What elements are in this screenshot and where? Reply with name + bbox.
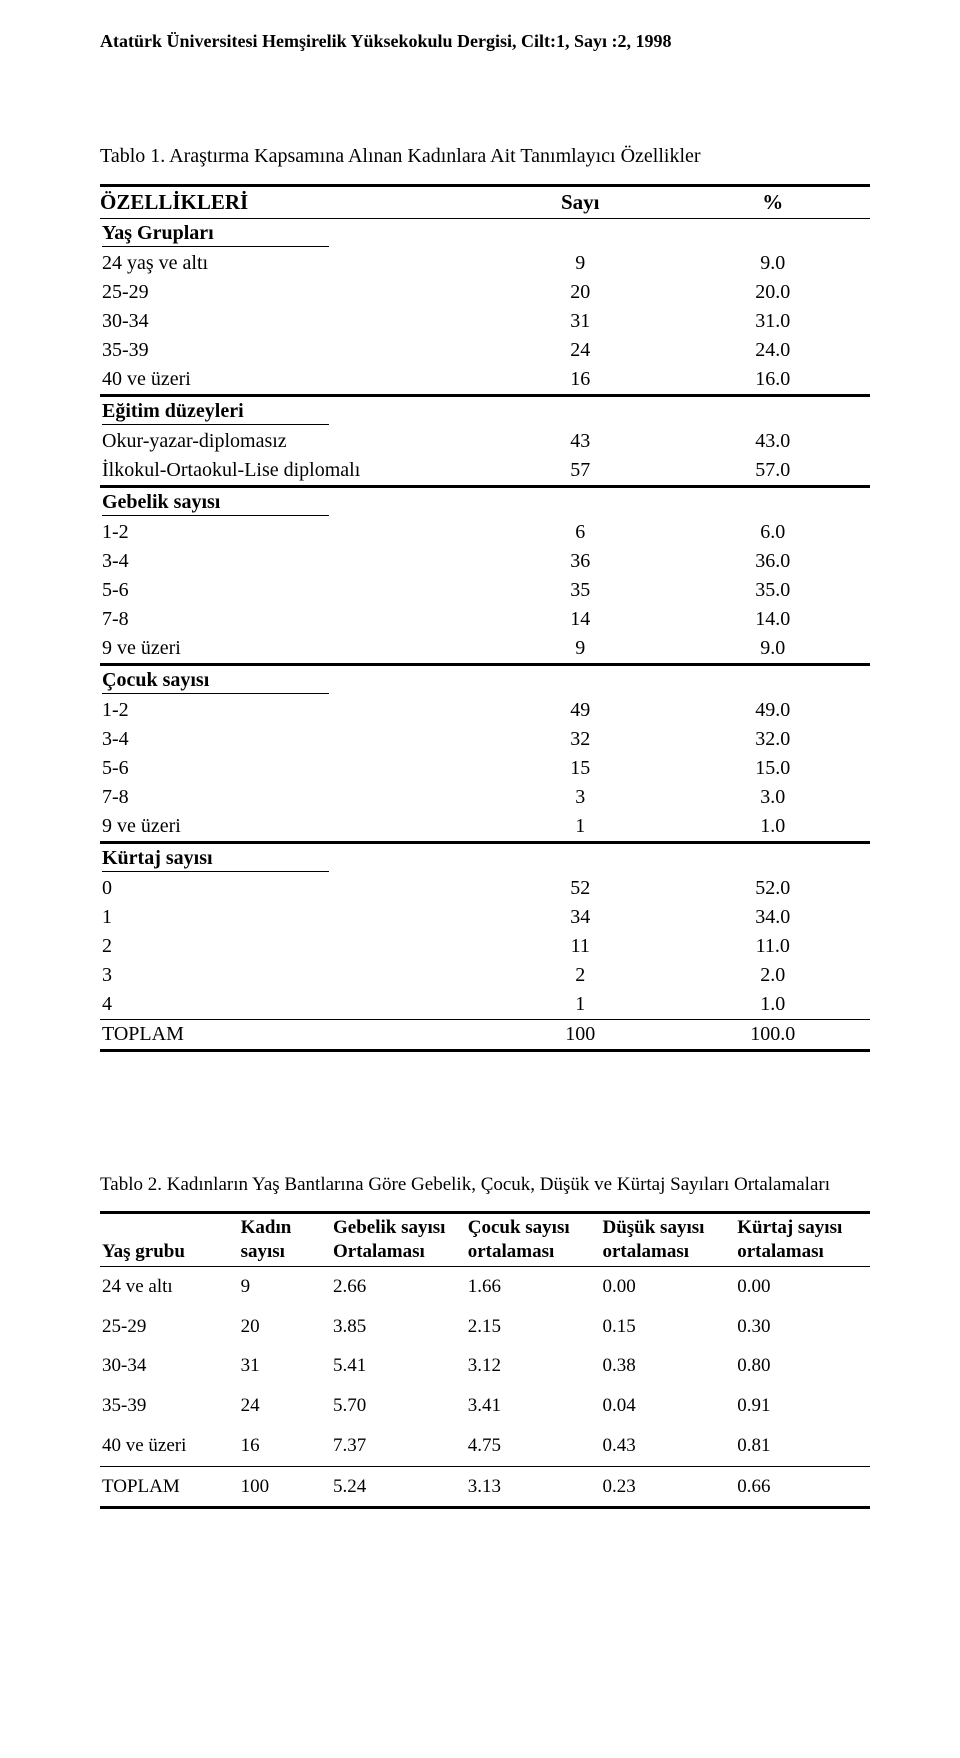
table-row: 3-43232.0 xyxy=(100,725,870,754)
table1: ÖZELLİKLERİ Sayı % Yaş Grupları 24 yaş v… xyxy=(100,184,870,1051)
section-label-abort: Kürtaj sayısı xyxy=(102,846,329,872)
table-row: 05252.0 xyxy=(100,874,870,903)
section-label-preg: Gebelik sayısı xyxy=(102,490,329,516)
table1-section-abort: Kürtaj sayısı xyxy=(100,842,870,874)
table2-col-abort: Kürtaj sayısı ortalaması xyxy=(735,1213,870,1267)
table2-total-row: TOPLAM 100 5.24 3.13 0.23 0.66 xyxy=(100,1466,870,1508)
table-row: 7-81414.0 xyxy=(100,605,870,634)
table1-section-child: Çocuk sayısı xyxy=(100,664,870,696)
table-row: 9 ve üzeri99.0 xyxy=(100,634,870,665)
table-row: 5-61515.0 xyxy=(100,754,870,783)
table-row: 24 ve altı 9 2.66 1.66 0.00 0.00 xyxy=(100,1266,870,1306)
journal-header: Atatürk Üniversitesi Hemşirelik Yüksekok… xyxy=(100,30,870,53)
table2-caption: Tablo 2. Kadınların Yaş Bantlarına Göre … xyxy=(100,1172,870,1198)
table-row: 40 ve üzeri 16 7.37 4.75 0.43 0.81 xyxy=(100,1426,870,1466)
table1-header-row: ÖZELLİKLERİ Sayı % xyxy=(100,186,870,218)
table-row: 35-39 24 5.70 3.41 0.04 0.91 xyxy=(100,1386,870,1426)
table-row: İlkokul-Ortaokul-Lise diplomalı5757.0 xyxy=(100,456,870,487)
table2-col-misc: Düşük sayısı ortalaması xyxy=(600,1213,735,1267)
table2-col-child: Çocuk sayısı ortalaması xyxy=(466,1213,601,1267)
table-row: 411.0 xyxy=(100,990,870,1020)
table2-col-preg: Gebelik sayısı Ortalaması xyxy=(331,1213,466,1267)
section-label-child: Çocuk sayısı xyxy=(102,668,329,694)
table-row: 30-34 31 5.41 3.12 0.38 0.80 xyxy=(100,1346,870,1386)
table-row: 25-292020.0 xyxy=(100,278,870,307)
table1-section-preg: Gebelik sayısı xyxy=(100,486,870,518)
table-row: 21111.0 xyxy=(100,932,870,961)
table-row: 13434.0 xyxy=(100,903,870,932)
table-row: 25-29 20 3.85 2.15 0.15 0.30 xyxy=(100,1307,870,1347)
table-row: 7-833.0 xyxy=(100,783,870,812)
table1-section-edu: Eğitim düzeyleri xyxy=(100,395,870,427)
section-label-age: Yaş Grupları xyxy=(102,221,329,247)
table1-col-ozellik: ÖZELLİKLERİ xyxy=(100,186,485,218)
table1-col-sayi: Sayı xyxy=(485,186,678,218)
table-row: 40 ve üzeri1616.0 xyxy=(100,365,870,396)
table2-col-n: Kadın sayısı xyxy=(239,1213,331,1267)
table1-total-row: TOPLAM 100 100.0 xyxy=(100,1019,870,1050)
table-row: 3-43636.0 xyxy=(100,547,870,576)
table2-col-age: Yaş grubu xyxy=(100,1213,239,1267)
table1-section-age: Yaş Grupları xyxy=(100,218,870,249)
table-row: Okur-yazar-diplomasız4343.0 xyxy=(100,427,870,456)
table-row: 1-266.0 xyxy=(100,518,870,547)
table-row: 35-392424.0 xyxy=(100,336,870,365)
table-row: 322.0 xyxy=(100,961,870,990)
table1-col-pct: % xyxy=(678,186,871,218)
section-label-edu: Eğitim düzeyleri xyxy=(102,399,329,425)
table2-header-row: Yaş grubu Kadın sayısı Gebelik sayısı Or… xyxy=(100,1213,870,1267)
table-row: 24 yaş ve altı99.0 xyxy=(100,249,870,278)
table-row: 5-63535.0 xyxy=(100,576,870,605)
table-row: 9 ve üzeri11.0 xyxy=(100,812,870,843)
table1-caption: Tablo 1. Araştırma Kapsamına Alınan Kadı… xyxy=(100,143,870,170)
table-row: 1-24949.0 xyxy=(100,696,870,725)
table2: Yaş grubu Kadın sayısı Gebelik sayısı Or… xyxy=(100,1211,870,1509)
table-row: 30-343131.0 xyxy=(100,307,870,336)
